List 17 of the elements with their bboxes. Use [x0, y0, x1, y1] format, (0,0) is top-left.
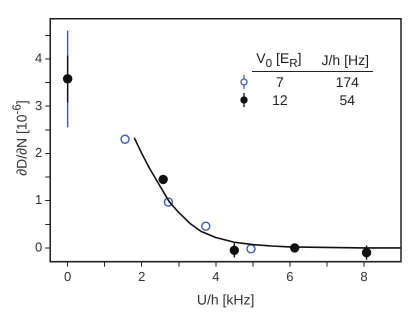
- x-tick-label: 8: [360, 268, 368, 284]
- y-tick-label: 3: [34, 98, 42, 113]
- y-tick-label: 1: [34, 192, 42, 208]
- x-tick-label: 4: [212, 268, 220, 284]
- annotation: 54: [338, 90, 356, 108]
- y-tick-label: 4: [34, 50, 42, 66]
- y-tick-label: 0: [34, 239, 42, 254]
- x-tick-label: 2: [138, 268, 146, 284]
- legend-label: 12: [271, 90, 289, 108]
- x-axis-title: U/h [kHz]: [196, 291, 254, 308]
- annotation: J/h [Hz]: [308, 50, 373, 72]
- x-tick-label: 6: [286, 268, 294, 284]
- legend-title: V$_{0}$ [E$_{R}$]: [252, 50, 308, 72]
- legend-label: 7: [275, 72, 285, 90]
- y-tick-label: 2: [34, 145, 42, 160]
- annotation: 174: [334, 72, 360, 90]
- x-tick-label: 0: [64, 268, 72, 284]
